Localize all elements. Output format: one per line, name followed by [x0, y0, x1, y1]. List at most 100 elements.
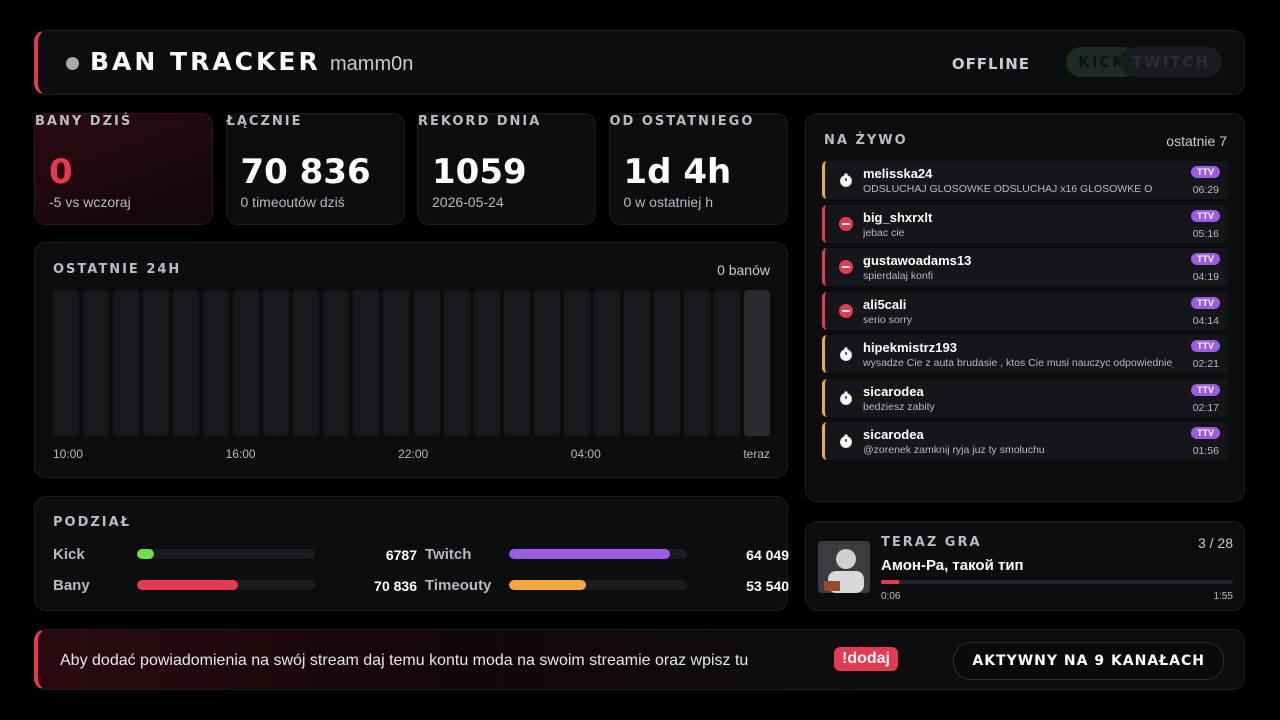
stat-sub: 0 timeoutów dziś [240, 194, 345, 210]
live-panel: NA ŻYWO ostatnie 7 melisska24 ODSLUCHAJ G… [805, 113, 1245, 502]
feed-time: 04:19 [1192, 271, 1219, 283]
platform-badge: TTV [1191, 209, 1220, 222]
feed-time: 01:56 [1192, 445, 1219, 457]
bar-track [683, 290, 710, 436]
split-value: 64 049 [746, 547, 789, 563]
stat-sub: -5 vs wczoraj [49, 194, 131, 210]
feed-user: sicarodea [863, 383, 924, 399]
app-title: BAN TRACKER [90, 47, 321, 76]
split-panel: PODZIAŁ Kick 6787 Twitch 64 049 Bany 70 836 Ti… [34, 496, 789, 611]
feed-item: gustawoadams13 spierdalaj konfi TTV 04:19 [822, 248, 1228, 286]
chart-summary: 0 banów [717, 262, 770, 278]
stat-value: 70 836 [240, 152, 371, 192]
bar-track [323, 290, 350, 436]
feed-time: 02:21 [1192, 358, 1219, 370]
np-progress-track [881, 580, 1233, 584]
feed-time: 02:17 [1192, 401, 1219, 414]
platform-badge: TTV [1191, 253, 1220, 265]
time-label: 22:00 [398, 447, 429, 461]
feed-message: jebac cie [863, 226, 905, 239]
feed-message: ODSLUCHAJ GLOSOWKE ODSLUCHAJ x16 GLOSOWK… [863, 183, 1153, 195]
feed-item: ali5cali serio sorry TTV 04:14 [822, 291, 1228, 330]
feed-time: 06:29 [1192, 184, 1219, 196]
bar-track [473, 290, 500, 436]
split-track [509, 549, 687, 559]
bar-track [503, 290, 530, 436]
chart-panel: OSTATNIE 24H 0 banów 10:00 16:00 22:00 04:0… [34, 242, 788, 478]
platform-badge: TTV [1191, 340, 1220, 352]
bar-track [143, 290, 170, 436]
split-track [509, 580, 687, 590]
split-value: 53 540 [746, 578, 789, 594]
ban-icon [839, 303, 853, 318]
timeout-icon [839, 434, 853, 448]
stat-card: ŁĄCZNIE 70 836 0 timeoutów dziś [225, 113, 405, 225]
timeout-icon [839, 173, 853, 187]
live-title: NA ŻYWO [824, 133, 908, 148]
chart-title: OSTATNIE 24H [53, 262, 182, 277]
feed-message: wysadze Cie z auta brudasie , ktos Cie m… [863, 357, 1173, 369]
bar-track [173, 290, 200, 436]
timeout-icon [839, 347, 853, 361]
split-label: Kick [53, 546, 85, 563]
stat-label: BANY DZIŚ [35, 114, 133, 129]
bar-track [383, 290, 410, 436]
split-label: Bany [53, 577, 90, 594]
album-art [818, 541, 870, 593]
channels-pill: AKTYWNY NA 9 KANAŁACH [953, 642, 1224, 680]
platform-badge: TTV [1191, 166, 1220, 178]
feed-message: spierdalaj konfi [863, 270, 934, 282]
bar-track [413, 290, 440, 436]
ban-icon [839, 216, 853, 231]
split-label: Timeouty [425, 577, 492, 594]
bar-track [653, 290, 680, 436]
feed-user: sicarodea [863, 427, 924, 442]
stat-sub: 0 w ostatniej h [623, 194, 714, 210]
bar-track [113, 290, 140, 436]
feed-item: melisska24 ODSLUCHAJ GLOSOWKE ODSLUCHAJ x… [822, 161, 1228, 199]
feed-user: gustawoadams13 [863, 253, 972, 268]
bar-track [53, 290, 80, 436]
feed-item: hipekmistrz193 wysadze Cie z auta brudasi… [822, 335, 1228, 373]
feed-time: 05:16 [1192, 227, 1219, 240]
feed-user: ali5cali [863, 296, 907, 312]
stat-card: BANY DZIŚ 0 -5 vs wczoraj [34, 113, 213, 225]
channel-name: mamm0n [330, 53, 414, 75]
bar-track [293, 290, 320, 436]
stat-label: REKORD DNIA [418, 114, 542, 129]
time-label: teraz [743, 447, 770, 461]
stat-sub: 2026-05-24 [432, 194, 504, 210]
ban-icon [839, 260, 853, 274]
bar-track [563, 290, 590, 436]
split-title: PODZIAŁ [53, 515, 132, 530]
split-bar [509, 549, 670, 559]
feed-user: melisska24 [863, 166, 933, 181]
feed-message: serio sorry [863, 313, 913, 326]
platform-badge: TTV [1191, 427, 1220, 439]
bar-track [203, 290, 230, 436]
split-bar [137, 580, 239, 590]
split-label: Twitch [425, 546, 472, 563]
np-progress [881, 580, 900, 584]
stat-value: 1d 4h [623, 152, 732, 192]
bar-area [53, 290, 770, 436]
np-title: TERAZ GRA [881, 535, 982, 550]
status-dot [66, 57, 79, 70]
bar-track [353, 290, 380, 436]
bar-track [83, 290, 110, 436]
platform-badge: TTV [1191, 383, 1220, 396]
bar-track [743, 290, 770, 436]
footer-message: Aby dodać powiadomienia na swój stream d… [60, 652, 749, 669]
bar-track [533, 290, 560, 436]
bar-track [263, 290, 290, 436]
np-duration: 1:55 [1213, 591, 1233, 602]
header: BAN TRACKER mamm0n OFFLINE KICK TWITCH [34, 30, 1245, 95]
split-value: 6787 [385, 547, 417, 563]
twitch-button[interactable]: TWITCH [1120, 47, 1222, 77]
split-value: 70 836 [374, 578, 417, 594]
platform-badge: TTV [1191, 296, 1220, 309]
feed-user: big_shxrxlt [863, 209, 933, 225]
feed-item: sicarodea @zorenek zamknij ryja juz ty sm… [822, 422, 1228, 460]
